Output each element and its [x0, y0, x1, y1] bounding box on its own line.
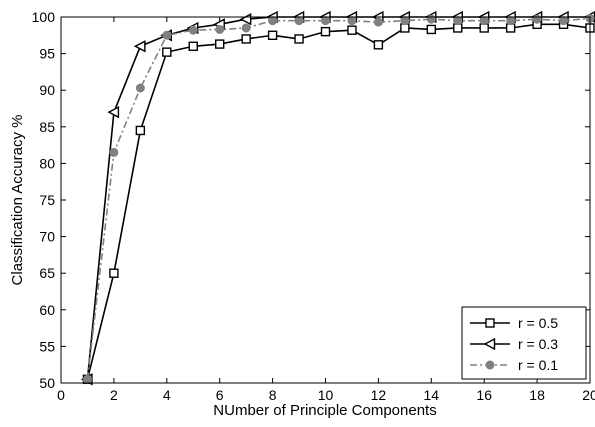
- legend-label: r = 0.5: [518, 315, 558, 331]
- y-tick-label: 75: [39, 192, 55, 208]
- data-point: [241, 34, 251, 44]
- data-point: [188, 25, 198, 35]
- x-tick-label: 12: [371, 387, 387, 403]
- y-tick-label: 50: [39, 375, 55, 391]
- x-tick-label: 16: [476, 387, 492, 403]
- legend-marker: [483, 337, 496, 351]
- legend-label: r = 0.3: [518, 336, 558, 352]
- data-point: [347, 25, 357, 35]
- data-point: [321, 16, 330, 26]
- data-point: [215, 24, 225, 34]
- x-tick-label: 14: [424, 387, 440, 403]
- data-point: [294, 34, 304, 44]
- data-point: [82, 374, 92, 384]
- legend-item: r = 0.1: [470, 357, 558, 373]
- data-point: [107, 106, 120, 119]
- legend-box: [461, 306, 587, 380]
- data-point: [479, 16, 489, 26]
- data-point: [188, 41, 198, 51]
- x-tick-label: 4: [163, 387, 171, 403]
- y-tick-label: 85: [39, 119, 55, 135]
- data-point: [506, 16, 516, 26]
- x-tick-label: 6: [216, 387, 224, 403]
- x-tick-label: 2: [110, 387, 118, 403]
- data-point: [400, 16, 410, 26]
- legend-label: r = 0.1: [518, 357, 558, 373]
- data-point: [162, 30, 172, 40]
- axis-ticks: 0 2 4 6 8 10 12 14 16 18 20 50 55 60 65 70 75 80 85 90 95 100: [32, 9, 595, 403]
- x-axis-title: NUmber of Principle Components: [213, 402, 436, 419]
- data-point: [214, 39, 225, 49]
- legend-marker: [485, 360, 495, 370]
- x-tick-label: 0: [57, 387, 65, 403]
- y-tick-label: 90: [39, 82, 55, 98]
- data-point: [347, 16, 357, 26]
- data-point: [426, 14, 436, 24]
- y-tick-label: 95: [39, 46, 55, 62]
- y-tick-label: 80: [39, 155, 55, 171]
- data-point: [453, 23, 463, 33]
- data-point: [241, 23, 251, 33]
- x-tick-label: 18: [529, 387, 545, 403]
- x-tick-label: 10: [318, 387, 334, 403]
- legend-item: r = 0.5: [470, 315, 558, 331]
- y-tick-label: 55: [39, 338, 55, 354]
- data-point: [162, 47, 172, 57]
- data-point: [294, 16, 304, 26]
- axes-frame: [60, 16, 591, 384]
- x-tick-label: 20: [582, 387, 595, 403]
- legend-marker: [485, 318, 495, 328]
- data-point: [453, 16, 463, 26]
- data-point: [426, 24, 436, 35]
- data-point: [133, 40, 146, 53]
- data-point: [373, 40, 384, 50]
- data-point: [135, 83, 145, 93]
- data-point: [109, 147, 119, 157]
- data-point: [559, 16, 569, 26]
- x-tick-label: 8: [269, 387, 277, 403]
- y-tick-label: 70: [39, 229, 55, 245]
- y-axis-title: Classification Accuracy %: [9, 115, 26, 286]
- data-point: [479, 23, 489, 33]
- data-point: [400, 23, 410, 33]
- data-point: [267, 30, 278, 40]
- data-point: [268, 16, 278, 26]
- legend-item: r = 0.3: [470, 336, 558, 352]
- data-point: [505, 23, 516, 33]
- y-tick-label: 65: [39, 265, 55, 281]
- data-point: [373, 17, 383, 27]
- y-tick-label: 100: [32, 9, 56, 25]
- data-point: [109, 268, 119, 278]
- data-point: [320, 26, 331, 37]
- y-tick-label: 60: [39, 302, 55, 318]
- legend: r = 0.5 r = 0.3 r = 0.1: [461, 306, 587, 380]
- data-point: [135, 125, 146, 136]
- data-point: [532, 14, 542, 24]
